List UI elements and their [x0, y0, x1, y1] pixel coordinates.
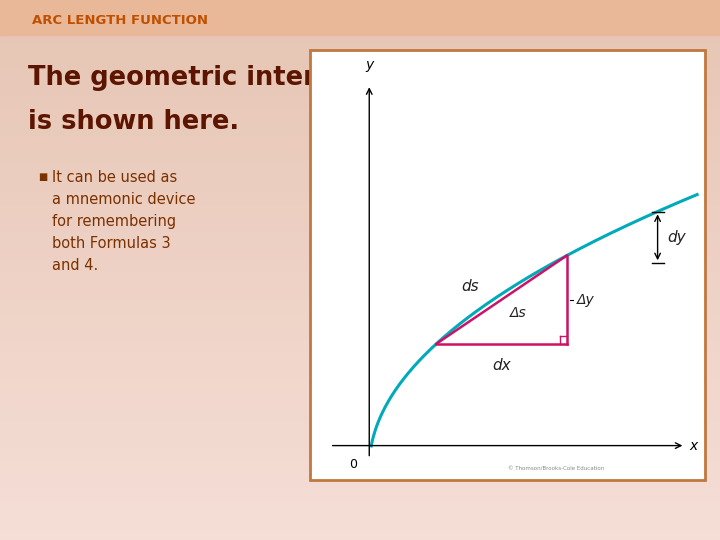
- Text: is shown here.: is shown here.: [28, 109, 239, 135]
- Text: It can be used as: It can be used as: [52, 170, 177, 185]
- Bar: [0, 27, 720, 40]
- Bar: [0, 68, 720, 81]
- Bar: [0, 500, 720, 513]
- Text: a mnemonic device: a mnemonic device: [52, 192, 196, 207]
- Text: The geometric interpretation of Equation 8: The geometric interpretation of Equation…: [28, 65, 654, 91]
- Bar: [310, 50, 705, 480]
- Bar: [0, 418, 720, 432]
- Bar: [0, 351, 720, 364]
- Bar: [0, 14, 720, 27]
- Bar: [0, 135, 720, 148]
- Bar: [0, 270, 720, 284]
- Text: Δs: Δs: [510, 306, 526, 320]
- Bar: [0, 364, 720, 378]
- Bar: [0, 0, 720, 14]
- Text: x: x: [689, 438, 698, 453]
- Bar: [0, 392, 720, 405]
- Text: y: y: [365, 57, 374, 71]
- Text: ds: ds: [462, 279, 479, 294]
- Text: dx: dx: [492, 358, 511, 373]
- Text: ARC LENGTH FUNCTION: ARC LENGTH FUNCTION: [32, 14, 208, 26]
- Bar: [0, 148, 720, 162]
- Text: for remembering: for remembering: [52, 214, 176, 229]
- Bar: [0, 189, 720, 202]
- Bar: [0, 94, 720, 108]
- Bar: [0, 486, 720, 500]
- Text: © Thomson/Brooks-Cole Education: © Thomson/Brooks-Cole Education: [508, 466, 604, 471]
- Bar: [0, 446, 720, 459]
- Text: ■: ■: [38, 172, 48, 182]
- Text: 0: 0: [349, 458, 357, 471]
- Bar: [0, 297, 720, 310]
- Bar: [0, 459, 720, 472]
- Bar: [0, 310, 720, 324]
- Bar: [0, 162, 720, 176]
- Text: dy: dy: [667, 230, 686, 245]
- Bar: [0, 81, 720, 94]
- Text: both Formulas 3: both Formulas 3: [52, 236, 171, 251]
- Bar: [0, 40, 720, 54]
- Bar: [0, 513, 720, 526]
- Bar: [0, 108, 720, 122]
- Bar: [0, 0, 720, 35]
- Bar: [0, 284, 720, 297]
- Bar: [0, 176, 720, 189]
- Bar: [0, 338, 720, 351]
- Bar: [0, 432, 720, 445]
- Text: and 4.: and 4.: [52, 258, 98, 273]
- Text: Δy: Δy: [577, 293, 595, 307]
- Bar: [0, 54, 720, 68]
- Bar: [0, 378, 720, 392]
- Bar: [0, 230, 720, 243]
- Bar: [0, 324, 720, 338]
- Bar: [0, 202, 720, 216]
- Bar: [0, 216, 720, 229]
- Bar: [0, 243, 720, 256]
- Bar: [0, 472, 720, 486]
- Bar: [0, 256, 720, 270]
- Bar: [0, 526, 720, 540]
- Bar: [0, 122, 720, 135]
- Bar: [0, 405, 720, 418]
